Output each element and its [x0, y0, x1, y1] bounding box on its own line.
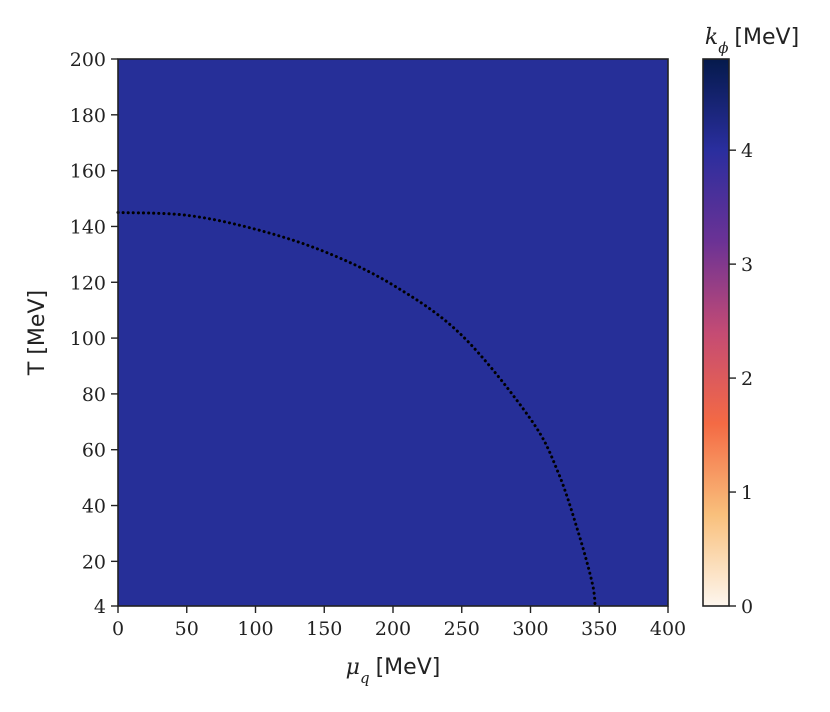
colorbar-tick-label: 1: [741, 482, 753, 504]
x-tick-label: 50: [175, 618, 199, 640]
x-axis-label-unit: [MeV]: [376, 655, 441, 680]
phase-boundary-curve: [116, 210, 597, 608]
y-tick-label: 140: [70, 216, 106, 238]
colorbar-label-unit: [MeV]: [734, 25, 799, 50]
colorbar-frame: [702, 58, 730, 607]
x-axis-label: μq [MeV]: [346, 655, 441, 687]
y-tick-label: 4: [94, 596, 106, 618]
colorbar-tick-label: 4: [741, 140, 753, 162]
x-tick-label: 0: [112, 618, 124, 640]
x-tick-label: 150: [306, 618, 342, 640]
x-tick-label: 400: [650, 618, 686, 640]
y-tick-label: 120: [70, 272, 106, 294]
colorbar-ticks: 0 1 2 3 4: [729, 140, 753, 618]
colorbar-label-symbol: k: [705, 25, 718, 50]
x-tick-label: 200: [375, 618, 411, 640]
y-tick-label: 20: [82, 551, 106, 573]
heatmap-field: [118, 59, 668, 606]
x-axis-label-subscript: q: [360, 669, 370, 687]
x-axis-ticks: 0 50 100 150 200 250 300 350 400: [112, 606, 686, 640]
y-axis-ticks: 4 20 40 60 80 100 120 140 160 180 200: [70, 49, 118, 618]
colorbar-gradient: [703, 59, 729, 606]
colorbar-label-subscript: ϕ: [718, 39, 728, 57]
y-axis-label: T [MeV]: [25, 290, 50, 376]
plot-area: 0 50 100 150 200 250 300 350 400 4 20 40 60 80 100 120…: [70, 49, 686, 640]
y-tick-label: 100: [70, 328, 106, 350]
colorbar-tick-label: 3: [741, 254, 753, 276]
y-tick-label: 80: [82, 384, 106, 406]
colorbar-tick-label: 0: [741, 596, 753, 618]
y-tick-label: 160: [70, 161, 106, 183]
colorbar: 0 1 2 3 4 kϕ [MeV]: [702, 25, 799, 618]
x-tick-label: 350: [581, 618, 617, 640]
x-tick-label: 100: [237, 618, 273, 640]
y-tick-label: 180: [70, 105, 106, 127]
colorbar-tick-label: 2: [741, 368, 753, 390]
y-tick-label: 60: [82, 440, 106, 462]
x-tick-label: 250: [444, 618, 480, 640]
y-tick-label: 200: [70, 49, 106, 71]
y-tick-label: 40: [82, 496, 106, 518]
colorbar-label: kϕ [MeV]: [705, 25, 799, 57]
x-axis-label-symbol: μ: [346, 655, 360, 680]
x-tick-label: 300: [512, 618, 548, 640]
